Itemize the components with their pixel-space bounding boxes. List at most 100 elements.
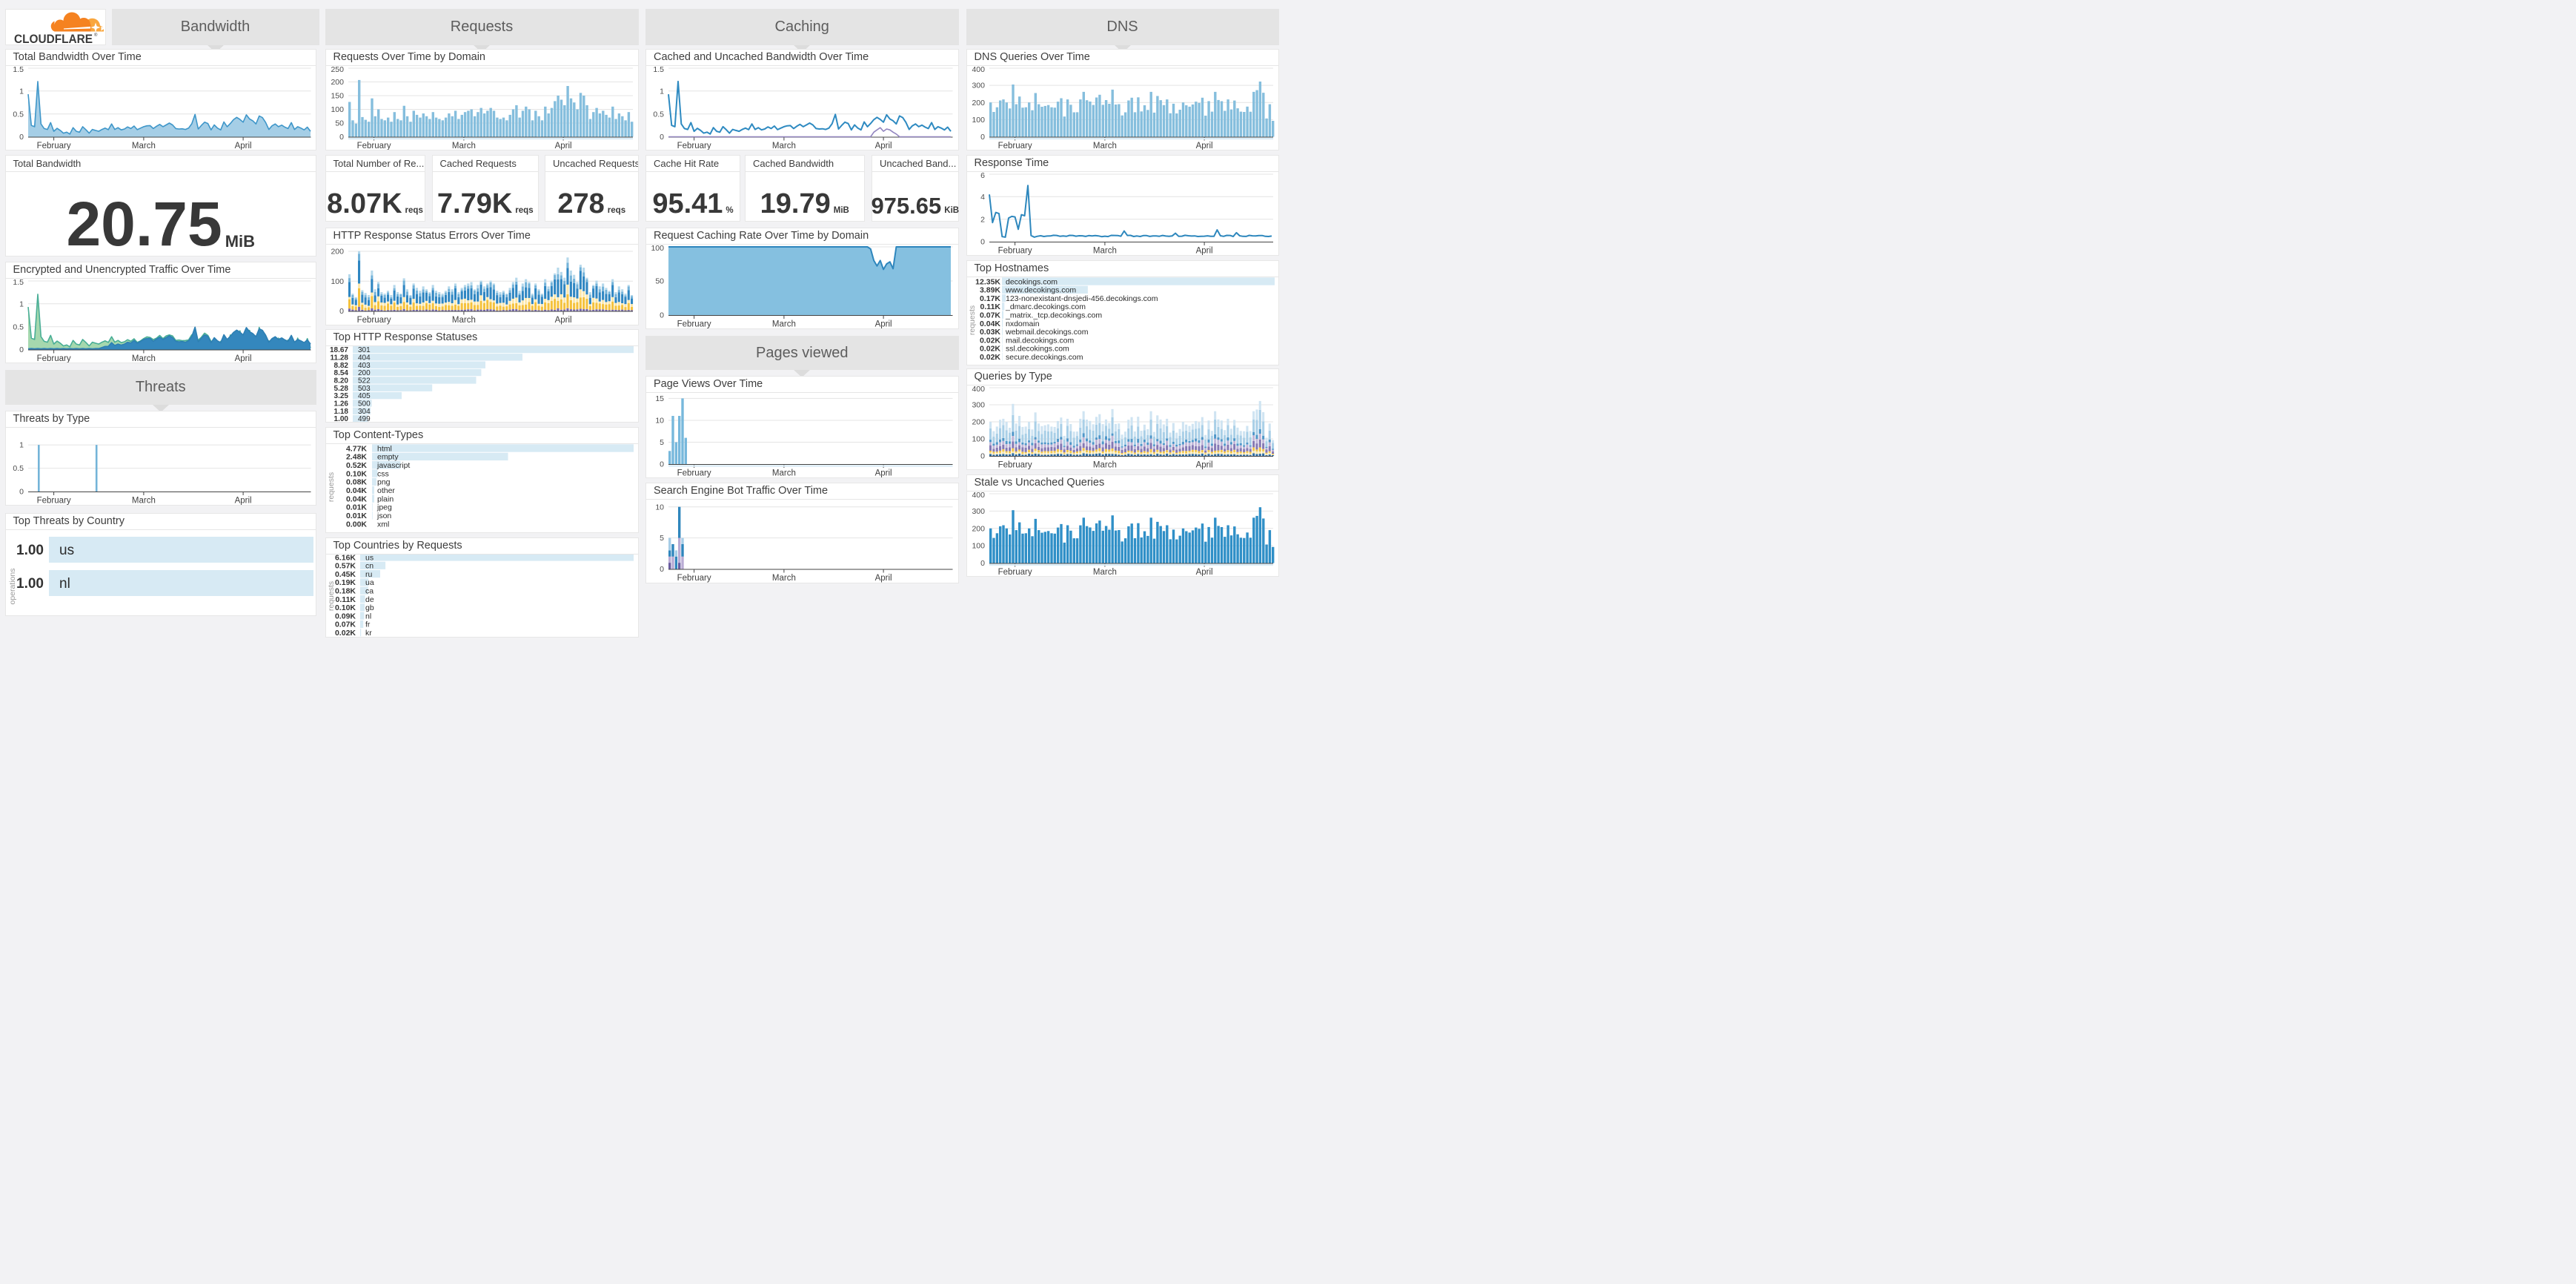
svg-text:1.00: 1.00 [333, 415, 348, 422]
svg-text:April: April [1195, 247, 1212, 256]
svg-text:February: February [356, 316, 391, 325]
svg-text:50: 50 [335, 119, 344, 128]
svg-text:April: April [234, 142, 251, 150]
svg-text:0.07K: 0.07K [334, 620, 355, 629]
svg-text:json: json [376, 512, 391, 520]
svg-text:February: February [677, 469, 711, 478]
svg-text:mail.decokings.com: mail.decokings.com [1006, 336, 1074, 345]
svg-text:www.decokings.com: www.decokings.com [1005, 286, 1076, 295]
svg-text:February: February [997, 247, 1032, 256]
svg-text:6.16K: 6.16K [334, 555, 355, 562]
svg-text:April: April [234, 354, 251, 363]
svg-text:300: 300 [972, 81, 985, 90]
svg-text:304: 304 [358, 407, 371, 415]
svg-text:requests: requests [327, 580, 336, 610]
svg-text:0.00K: 0.00K [345, 520, 366, 529]
svg-text:0.18K: 0.18K [334, 586, 355, 595]
svg-text:404: 404 [358, 354, 371, 362]
svg-text:0: 0 [339, 133, 344, 142]
svg-text:1.00: 1.00 [16, 576, 44, 592]
svg-text:0.11K: 0.11K [335, 595, 356, 603]
svg-text:0.57K: 0.57K [334, 561, 355, 570]
svg-text:plain: plain [377, 494, 394, 503]
svg-text:ru: ru [365, 569, 372, 578]
svg-text:ssl.decokings.com: ssl.decokings.com [1006, 345, 1069, 354]
svg-text:0.11K: 0.11K [980, 302, 1000, 311]
svg-text:nxdomain: nxdomain [1006, 320, 1040, 328]
svg-text:March: March [772, 574, 796, 583]
svg-text:15: 15 [655, 394, 664, 403]
svg-text:123-nonexistant-dnsjedi-456.de: 123-nonexistant-dnsjedi-456.decokings.co… [1006, 294, 1158, 303]
svg-text:March: March [131, 354, 155, 363]
svg-text:1.18: 1.18 [333, 407, 348, 415]
svg-text:April: April [554, 142, 571, 150]
svg-text:_matrix._tcp.decokings.com: _matrix._tcp.decokings.com [1005, 311, 1102, 320]
svg-text:18.67: 18.67 [329, 346, 348, 354]
svg-text:February: February [36, 496, 70, 505]
svg-text:1.00: 1.00 [16, 543, 44, 558]
svg-text:499: 499 [358, 415, 371, 422]
svg-text:100: 100 [972, 541, 985, 550]
svg-text:503: 503 [358, 384, 371, 392]
svg-text:February: February [677, 142, 711, 150]
svg-text:1: 1 [660, 87, 664, 96]
svg-text:0: 0 [980, 452, 985, 461]
svg-text:April: April [1195, 461, 1212, 470]
svg-text:0.45K: 0.45K [334, 569, 355, 578]
svg-text:March: March [1092, 461, 1116, 470]
svg-text:us: us [365, 555, 374, 562]
svg-text:nl: nl [365, 612, 371, 621]
svg-text:css: css [377, 469, 389, 478]
svg-text:0: 0 [660, 311, 664, 320]
svg-text:April: April [875, 320, 892, 329]
svg-text:0.02K: 0.02K [334, 629, 355, 637]
svg-text:0: 0 [660, 460, 664, 469]
svg-text:200: 200 [972, 98, 985, 107]
svg-text:cn: cn [365, 561, 374, 570]
svg-text:March: March [131, 496, 155, 505]
svg-text:10: 10 [655, 503, 664, 512]
svg-text:3.25: 3.25 [333, 392, 348, 400]
svg-text:200: 200 [972, 524, 985, 533]
svg-text:6: 6 [980, 172, 985, 180]
svg-text:0.01K: 0.01K [345, 512, 366, 520]
svg-text:100: 100 [331, 105, 344, 114]
svg-text:0.52K: 0.52K [345, 461, 366, 470]
svg-text:April: April [554, 316, 571, 325]
svg-text:html: html [377, 444, 392, 453]
svg-text:March: March [451, 316, 475, 325]
svg-text:1.5: 1.5 [13, 279, 24, 287]
svg-text:jpeg: jpeg [376, 503, 392, 512]
svg-text:10: 10 [655, 417, 664, 426]
svg-text:0.08K: 0.08K [345, 477, 366, 486]
svg-text:522: 522 [358, 377, 371, 385]
svg-text:February: February [36, 354, 70, 363]
svg-text:12.35K: 12.35K [975, 277, 1000, 286]
svg-text:0: 0 [980, 133, 985, 142]
svg-text:405: 405 [358, 392, 371, 400]
svg-text:0.07K: 0.07K [979, 311, 1000, 320]
svg-text:400: 400 [972, 385, 985, 394]
svg-text:5.28: 5.28 [333, 384, 348, 392]
svg-text:1: 1 [19, 440, 24, 449]
svg-text:2.48K: 2.48K [345, 452, 366, 461]
svg-text:3.89K: 3.89K [979, 286, 1000, 295]
svg-text:0: 0 [339, 307, 344, 316]
svg-text:500: 500 [358, 400, 371, 408]
svg-text:February: February [997, 142, 1032, 150]
svg-text:®: ® [94, 33, 98, 38]
svg-text:0.5: 0.5 [653, 110, 664, 119]
svg-text:0: 0 [660, 133, 664, 142]
svg-text:400: 400 [972, 66, 985, 74]
svg-text:April: April [1195, 142, 1212, 150]
svg-text:100: 100 [331, 277, 344, 286]
svg-text:decokings.com: decokings.com [1006, 277, 1058, 286]
svg-text:March: March [1092, 568, 1116, 577]
svg-text:empty: empty [377, 452, 399, 461]
svg-text:200: 200 [331, 78, 344, 87]
svg-text:requests: requests [968, 305, 977, 335]
svg-text:300: 300 [972, 401, 985, 410]
svg-text:April: April [1195, 568, 1212, 577]
svg-text:50: 50 [655, 277, 664, 286]
svg-text:javascript: javascript [376, 461, 410, 470]
